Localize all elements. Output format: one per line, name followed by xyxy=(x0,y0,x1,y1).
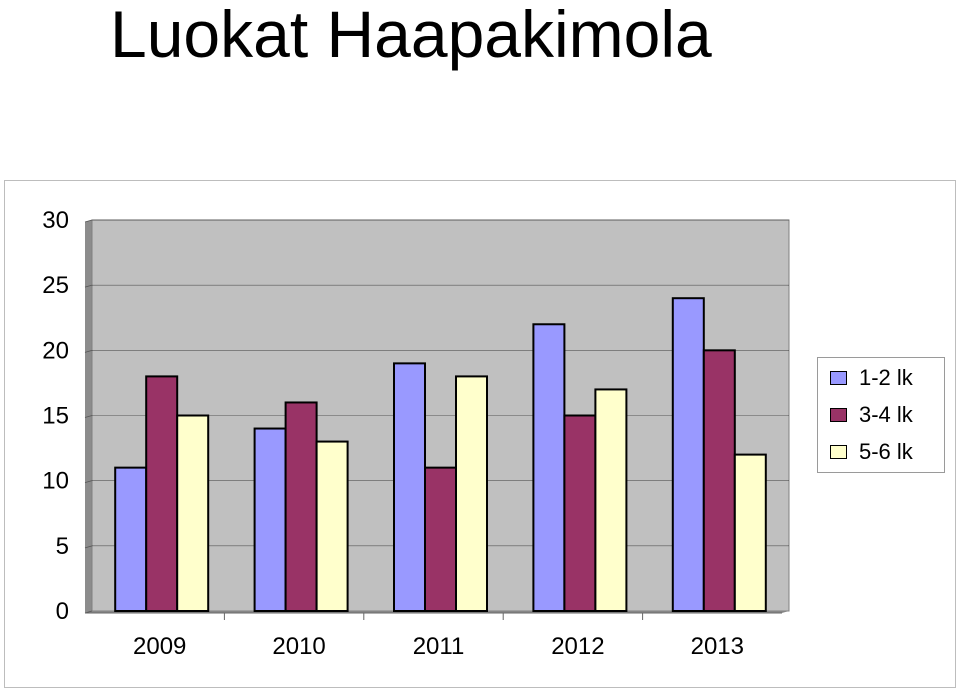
bar-1-2-lk-2010 xyxy=(253,427,287,612)
bar-3-4-lk-2011 xyxy=(424,466,457,612)
x-tick-label: 2011 xyxy=(413,633,465,660)
bar-1-2-lk-2011 xyxy=(393,362,426,612)
legend-swatch xyxy=(830,445,847,459)
legend: 1-2 lk 3-4 lk 5-6 lk xyxy=(817,357,945,473)
y-tick-label: 0 xyxy=(56,598,69,625)
legend-swatch xyxy=(830,371,847,385)
x-tick-label: 2012 xyxy=(551,633,604,660)
bar-1-2-lk-2009 xyxy=(114,466,148,612)
bar-3-4-lk-2012 xyxy=(563,414,597,612)
y-tick-label: 15 xyxy=(42,403,69,430)
y-axis-ticks: 0 5 10 15 20 25 30 xyxy=(42,207,69,625)
bar-5-6-lk-2013 xyxy=(733,453,767,612)
legend-label: 3-4 lk xyxy=(859,402,913,427)
y-tick-label: 20 xyxy=(42,337,69,364)
x-axis-ticks: 2009 2010 2011 2012 2013 xyxy=(133,613,744,660)
legend-item: 1-2 lk xyxy=(830,364,913,392)
bar-1-2-lk-2012 xyxy=(532,323,566,612)
bar-1-2-lk-2013 xyxy=(671,297,705,612)
legend-label: 1-2 lk xyxy=(859,365,913,390)
bars xyxy=(114,297,767,613)
bar-5-6-lk-2012 xyxy=(594,388,628,612)
gridline-depth xyxy=(84,545,93,549)
x-tick-label: 2013 xyxy=(691,633,744,660)
y-tick-label: 10 xyxy=(42,468,69,495)
y-tick-label: 30 xyxy=(42,207,69,234)
x-tick-label: 2010 xyxy=(272,633,325,660)
gridline-depth xyxy=(84,284,93,288)
y-tick-label: 5 xyxy=(56,533,69,560)
gridline-depth xyxy=(84,415,93,418)
legend-item: 5-6 lk xyxy=(830,438,913,466)
bar-5-6-lk-2009 xyxy=(176,414,210,612)
bar-5-6-lk-2010 xyxy=(315,440,349,613)
bar-3-4-lk-2009 xyxy=(145,375,179,612)
bar-5-6-lk-2011 xyxy=(455,375,488,612)
page-title: Luokat Haapakimola xyxy=(110,0,712,71)
gridline-depth xyxy=(84,349,93,353)
x-tick-label: 2009 xyxy=(133,633,186,660)
gridline-depth xyxy=(84,480,93,484)
bar-3-4-lk-2010 xyxy=(284,401,318,613)
legend-label: 5-6 lk xyxy=(859,439,913,464)
legend-swatch xyxy=(830,408,847,422)
gridline-depth xyxy=(84,219,93,223)
bar-3-4-lk-2013 xyxy=(702,349,736,612)
y-tick-label: 25 xyxy=(42,272,69,299)
legend-item: 3-4 lk xyxy=(830,401,913,429)
